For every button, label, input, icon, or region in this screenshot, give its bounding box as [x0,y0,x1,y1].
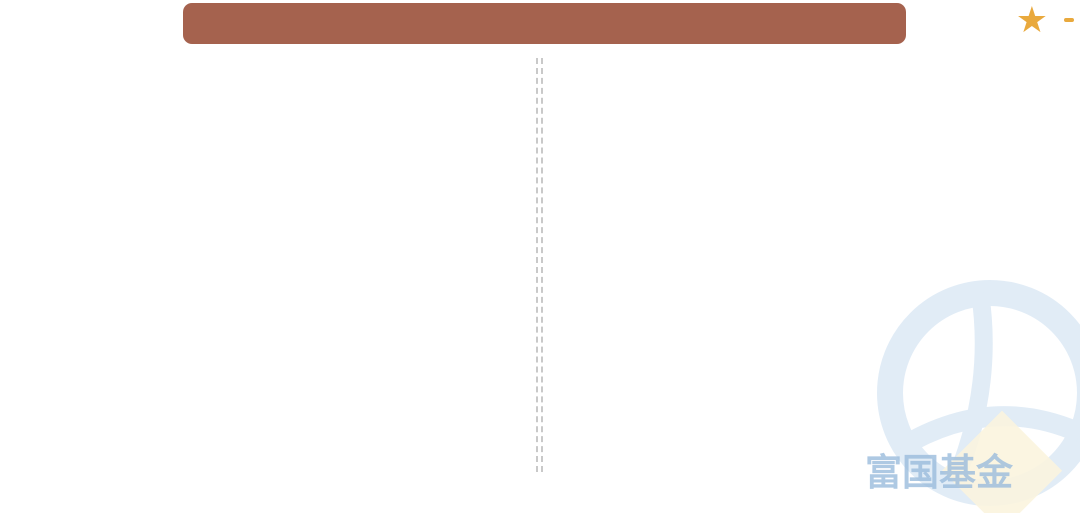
brand-badge [1064,17,1074,22]
banner [183,3,906,44]
right-chart-svg [545,188,1080,483]
left-chart-svg [15,158,525,480]
star-icon: ★ [1015,0,1048,40]
section-divider [536,58,543,472]
brand-logo: ★ [1016,2,1074,38]
